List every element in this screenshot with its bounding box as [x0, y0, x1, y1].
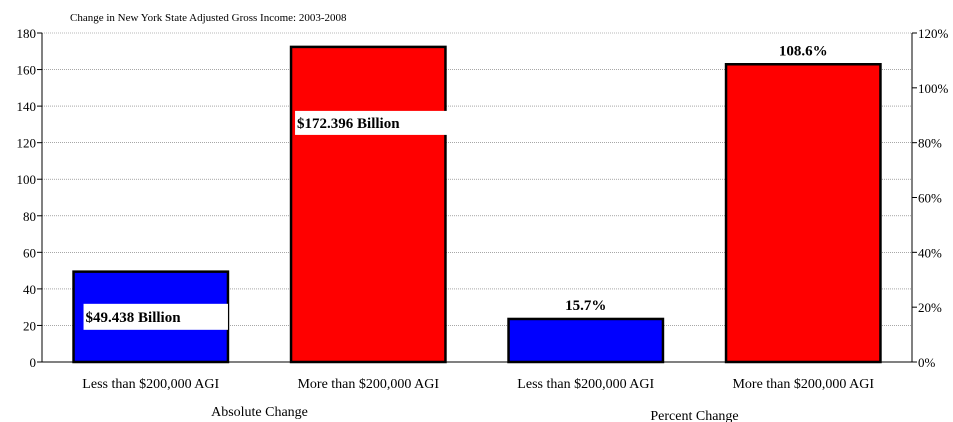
data-label-box — [295, 110, 455, 135]
chart-title: Change in New York State Adjusted Gross … — [70, 12, 347, 24]
labels: 0 20 40 60 80 100 120 140 160 180 0% 20% 40% 60% 80% 10… — [17, 26, 949, 422]
right-tick-label: 60% — [918, 191, 942, 206]
bar — [289, 45, 447, 364]
left-tick-label: 120 — [17, 136, 37, 151]
bar — [507, 317, 665, 364]
left-tick-label: 0 — [30, 355, 37, 370]
data-label: $172.396 Billion — [297, 116, 400, 132]
left-tick-label: 60 — [23, 245, 36, 260]
x-category-label: More than $200,000 AGI — [297, 377, 439, 392]
data-label: 15.7% — [565, 298, 606, 314]
x-category-label: Less than $200,000 AGI — [82, 377, 219, 392]
left-tick-label: 20 — [23, 318, 36, 333]
left-tick-label: 80 — [23, 209, 36, 224]
right-tick-label: 100% — [918, 81, 949, 96]
right-tick-label: 0% — [918, 355, 936, 370]
right-tick-label: 40% — [918, 245, 942, 260]
left-tick-label: 100 — [17, 172, 37, 187]
data-label: 108.6% — [779, 43, 828, 59]
x-category-label: More than $200,000 AGI — [732, 377, 874, 392]
data-label-box — [83, 303, 228, 330]
left-tick-label: 180 — [17, 26, 37, 41]
right-tick-label: 80% — [918, 136, 942, 151]
group-label: Percent Change — [650, 409, 738, 422]
right-tick-label: 20% — [918, 300, 942, 315]
axes — [37, 32, 917, 363]
group-label: Absolute Change — [211, 405, 308, 420]
data-label: $49.438 Billion — [86, 310, 182, 326]
left-tick-label: 40 — [23, 282, 36, 297]
left-tick-label: 140 — [17, 99, 37, 114]
x-category-label: Less than $200,000 AGI — [517, 377, 654, 392]
bar — [724, 63, 882, 364]
right-tick-label: 120% — [918, 26, 949, 41]
left-tick-label: 160 — [17, 63, 37, 78]
